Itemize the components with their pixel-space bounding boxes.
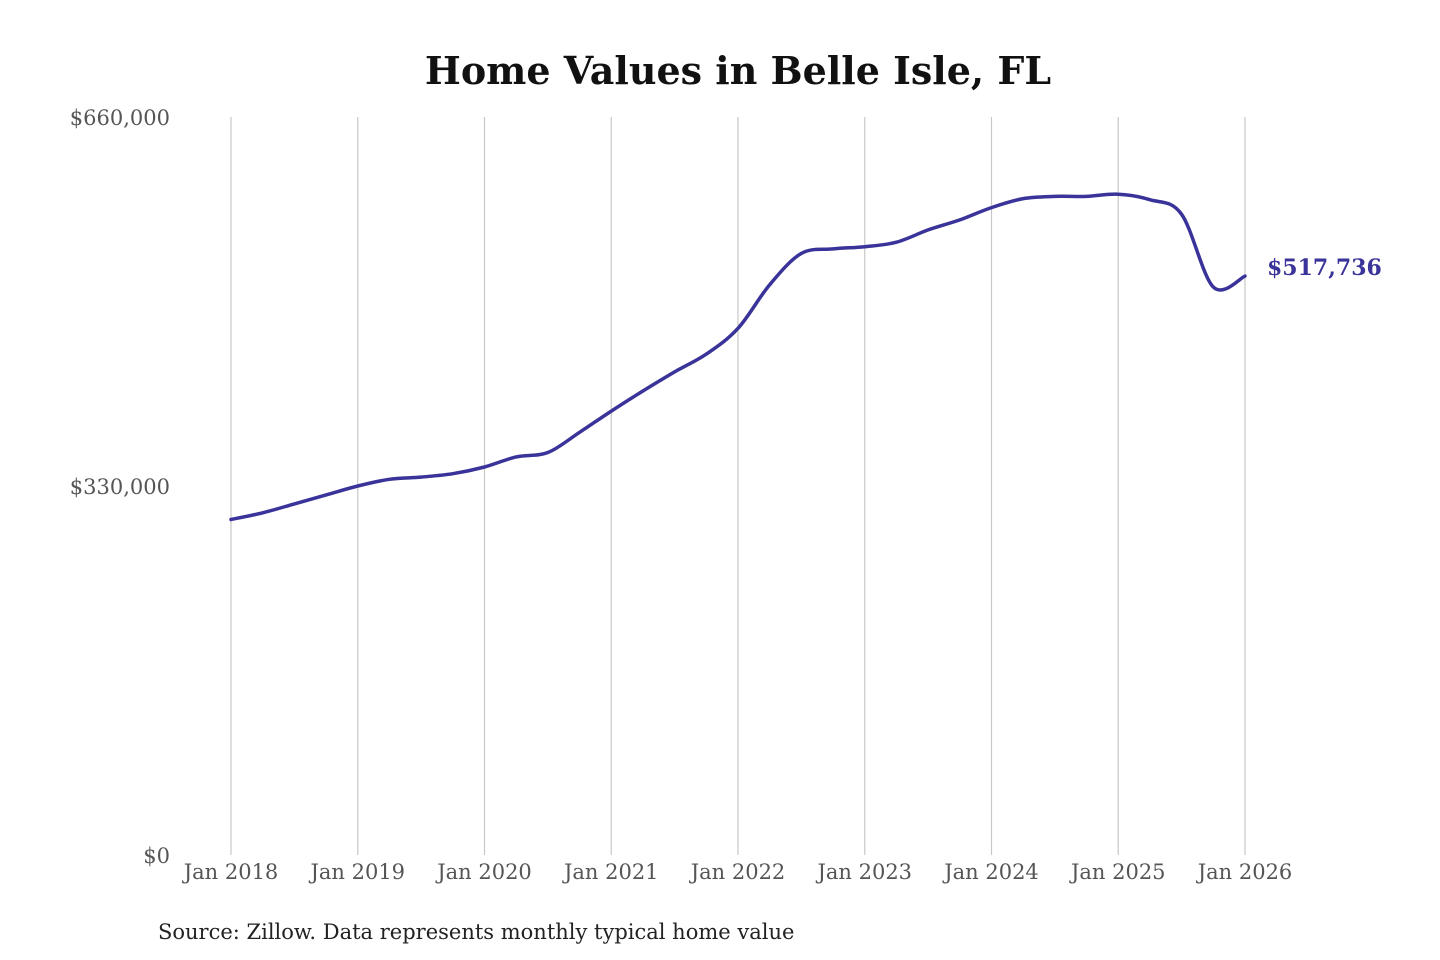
gridlines (230, 117, 1246, 855)
x-tick-label: Jan 2019 (308, 860, 405, 884)
x-tick-label: Jan 2022 (689, 860, 786, 884)
x-tick-label: Jan 2021 (562, 860, 659, 884)
x-tick-label: Jan 2023 (815, 860, 912, 884)
x-axis: Jan 2018 Jan 2019 Jan 2020 Jan 2021 Jan 2022… (182, 860, 1293, 884)
x-tick-label: Jan 2025 (1069, 860, 1166, 884)
x-tick-label: Jan 2024 (942, 860, 1039, 884)
y-tick-label: $0 (143, 844, 170, 868)
x-tick-label: Jan 2020 (435, 860, 532, 884)
latest-value-label: $517,736 (1267, 255, 1382, 281)
source-note: Source: Zillow. Data represents monthly … (158, 920, 794, 944)
y-tick-label: $660,000 (70, 106, 170, 130)
x-tick-label: Jan 2026 (1196, 860, 1293, 884)
home-value-line (229, 192, 1247, 522)
chart-title: Home Values in Belle Isle, FL (425, 48, 1051, 93)
x-tick-label: Jan 2018 (182, 860, 279, 884)
y-tick-label: $330,000 (70, 475, 170, 499)
y-axis: $0 $330,000 $660,000 (70, 106, 170, 868)
